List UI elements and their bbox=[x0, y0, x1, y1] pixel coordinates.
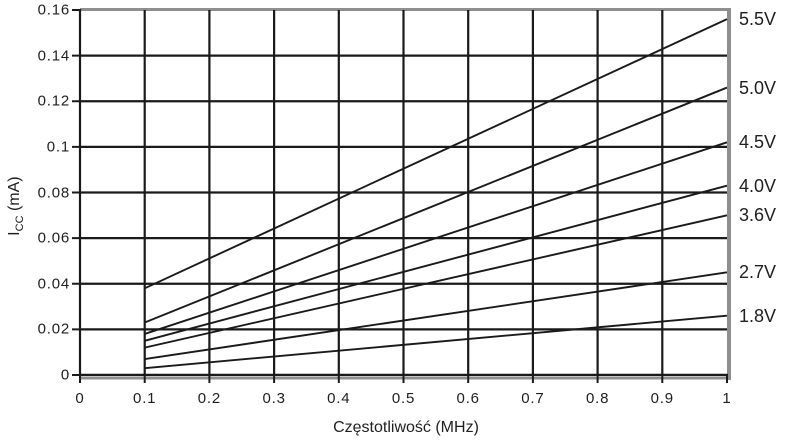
y-tick-label: 0.08 bbox=[37, 184, 70, 201]
series-label-1.8V: 1.8V bbox=[739, 305, 777, 326]
x-tick-label: 0.7 bbox=[521, 390, 545, 407]
y-axis-title-sub: CC bbox=[14, 215, 27, 232]
series-line-4.0V bbox=[144, 184, 728, 342]
series-line-5.0V bbox=[144, 86, 728, 324]
series-line-3.6V bbox=[144, 214, 728, 349]
series-label-3.6V: 3.6V bbox=[739, 205, 777, 226]
series-line-2.7V bbox=[144, 271, 728, 360]
x-tick-label: 1 bbox=[722, 390, 732, 407]
x-tick-label: 0.2 bbox=[197, 390, 222, 407]
series-label-5.0V: 5.0V bbox=[739, 77, 777, 98]
y-tick-label: 0.16 bbox=[37, 1, 70, 19]
series-line-1.8V bbox=[144, 314, 728, 370]
x-tick-label: 0 bbox=[75, 390, 85, 407]
y-tick-label: 0.12 bbox=[37, 92, 70, 110]
x-tick-label: 0.4 bbox=[327, 390, 351, 407]
y-tick-label: 0.1 bbox=[46, 138, 70, 156]
series-label-4.5V: 4.5V bbox=[739, 132, 777, 153]
series-label-2.7V: 2.7V bbox=[739, 262, 777, 283]
series-line-5.5V bbox=[144, 18, 728, 290]
x-tick-label: 0.1 bbox=[133, 390, 157, 407]
y-tick-label: 0 bbox=[60, 366, 70, 384]
y-tick-label: 0.02 bbox=[37, 320, 70, 338]
plot-border-bottom-shadow bbox=[80, 377, 731, 380]
y-tick-label: 0.14 bbox=[37, 47, 70, 65]
series-line-4.5V bbox=[144, 141, 728, 335]
series-label-4.0V: 4.0V bbox=[739, 175, 777, 196]
x-axis-title: Częstotliwość (MHz) bbox=[333, 419, 479, 436]
plot-border-top bbox=[80, 8, 731, 11]
y-tick-label: 0.04 bbox=[37, 275, 70, 293]
x-tick-label: 0.8 bbox=[585, 390, 610, 407]
x-tick-label: 0.5 bbox=[391, 390, 416, 407]
x-tick-label: 0.9 bbox=[650, 390, 674, 407]
x-tick-label: 0.3 bbox=[262, 390, 286, 407]
plot-border-right bbox=[727, 8, 731, 380]
series-label-5.5V: 5.5V bbox=[739, 9, 777, 30]
x-tick-label: 0.6 bbox=[456, 390, 480, 407]
y-tick-label: 0.06 bbox=[37, 229, 70, 247]
